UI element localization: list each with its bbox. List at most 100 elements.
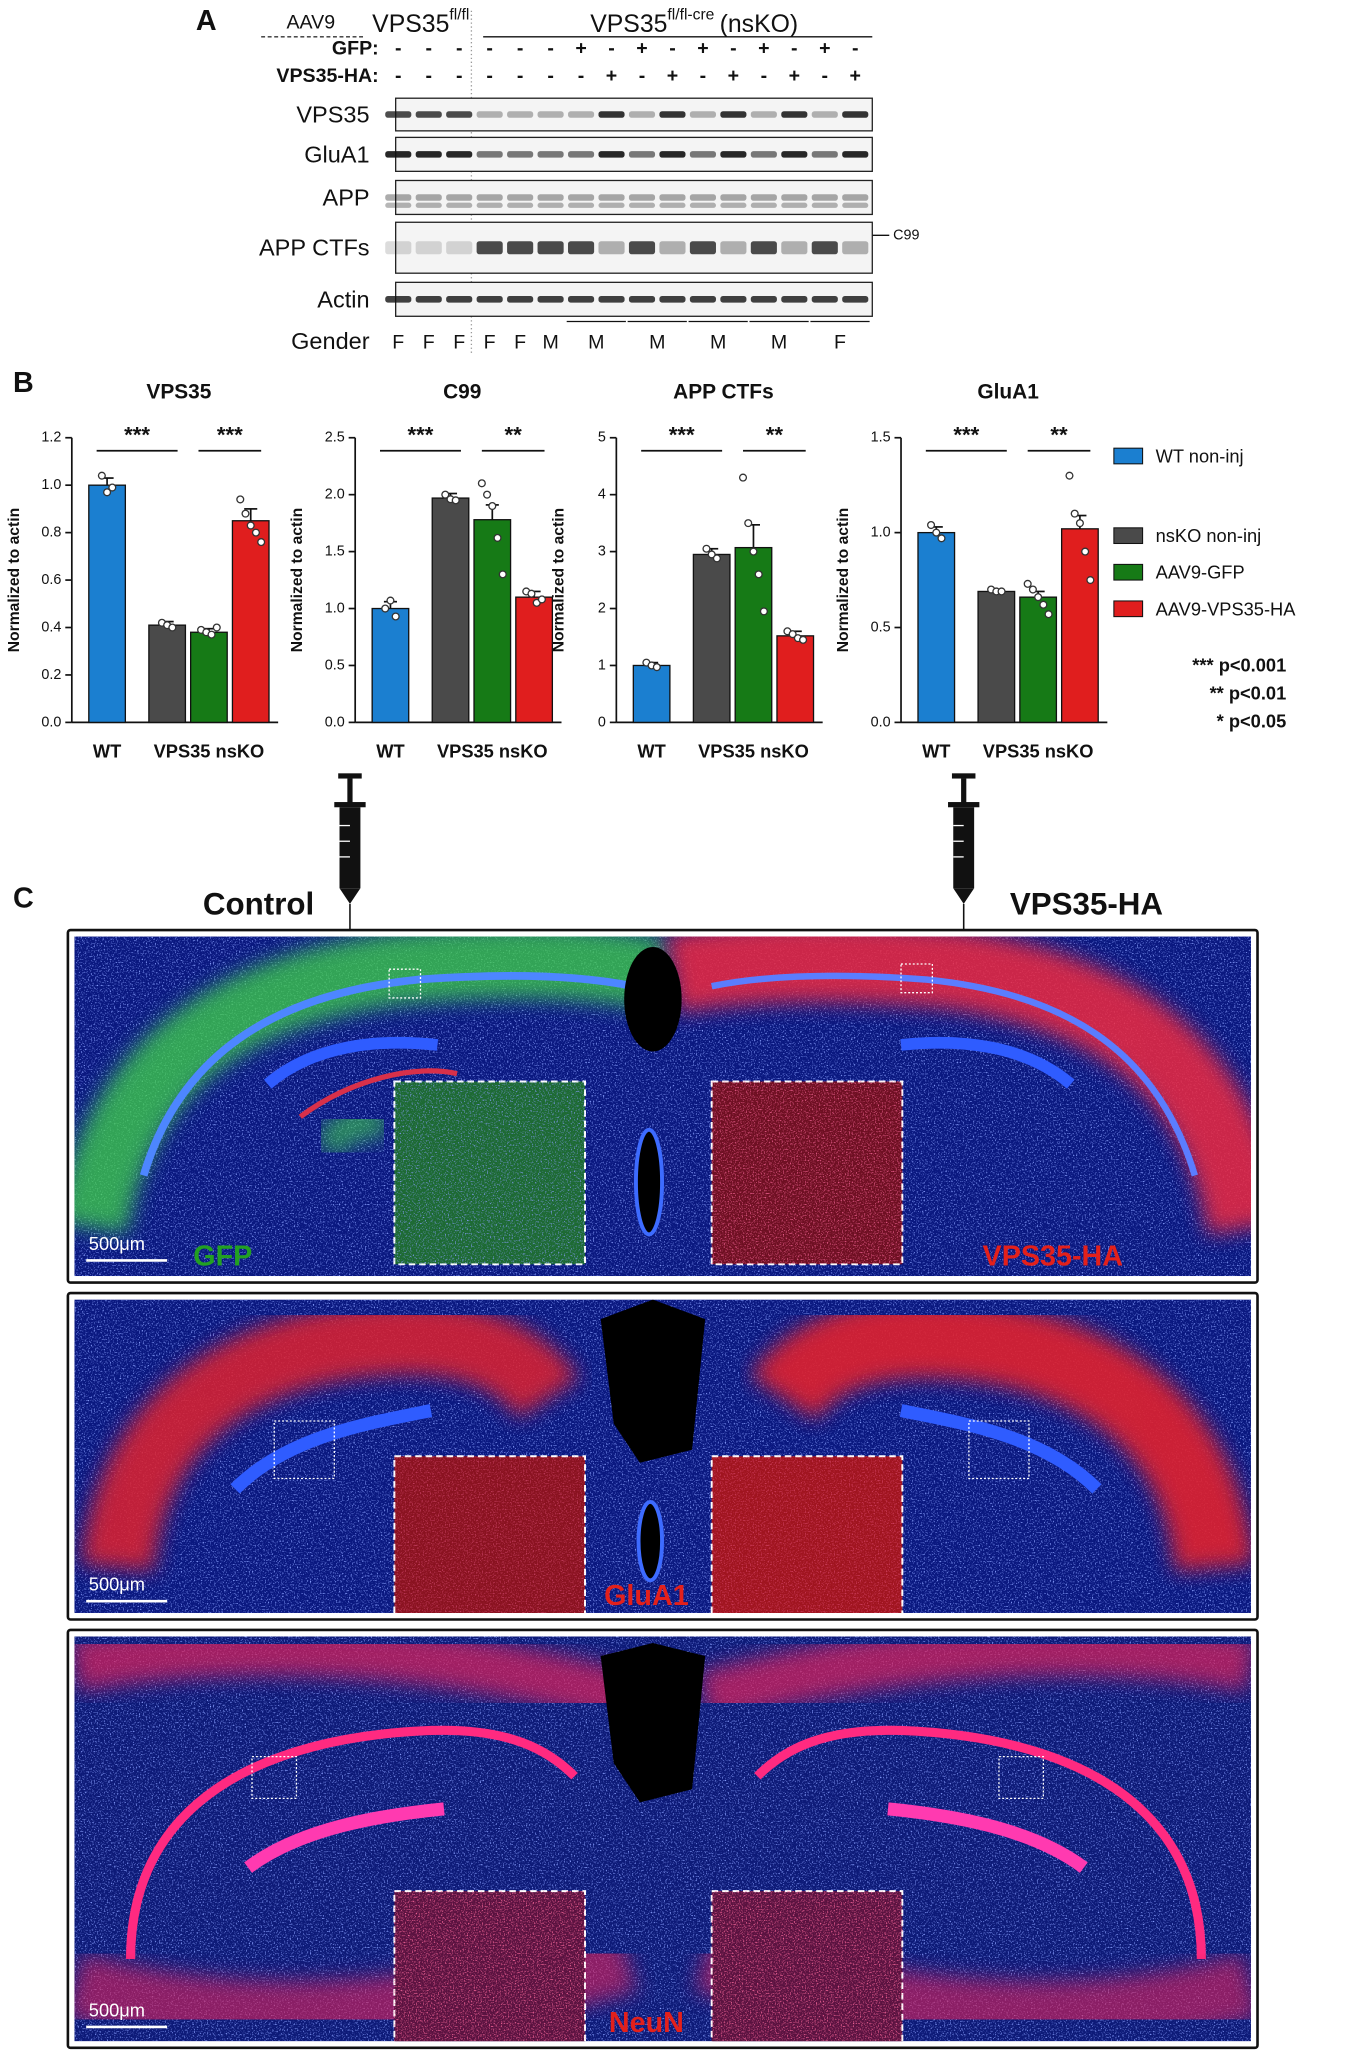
- condition-label: Control: [203, 886, 314, 921]
- data-point: [451, 496, 460, 505]
- band: [628, 194, 656, 201]
- legend-label: AAV9-GFP: [1156, 562, 1245, 583]
- band: [659, 151, 686, 158]
- lane-sign: +: [819, 38, 830, 60]
- bar: [692, 553, 731, 724]
- data-point: [386, 596, 395, 605]
- band: [537, 194, 564, 201]
- y-tick-label: 4: [598, 487, 606, 503]
- lane-sign: +: [606, 65, 617, 87]
- band: [842, 241, 869, 255]
- y-tick-label: 1.0: [325, 601, 345, 617]
- bar: [515, 596, 554, 724]
- stain-label: GluA1: [604, 1580, 689, 1612]
- lane-sign: -: [639, 65, 646, 87]
- lane-sign: -: [486, 65, 493, 87]
- blot-strip: [395, 179, 873, 216]
- data-point: [168, 623, 177, 632]
- y-axis-label: Normalized to actin: [550, 508, 567, 652]
- band: [568, 111, 595, 118]
- panel-label: A: [196, 5, 217, 37]
- y-tick-label: 1.2: [41, 430, 61, 446]
- lane-sign: -: [578, 65, 585, 87]
- data-point: [749, 547, 758, 556]
- band: [811, 194, 838, 201]
- band: [476, 194, 503, 201]
- significance-label: **: [766, 423, 784, 448]
- band: [385, 151, 412, 158]
- data-point: [738, 473, 748, 482]
- data-point: [744, 519, 753, 528]
- band: [446, 202, 473, 208]
- data-point: [1039, 600, 1048, 609]
- data-point: [759, 607, 768, 616]
- band: [537, 151, 564, 158]
- data-point: [1034, 593, 1043, 602]
- legend-swatch: [1113, 447, 1144, 465]
- data-point: [702, 544, 711, 553]
- data-point: [391, 612, 400, 621]
- lane-sign: -: [517, 65, 524, 87]
- band: [811, 111, 838, 118]
- band: [446, 241, 473, 255]
- legend-swatch: [1113, 600, 1144, 618]
- band: [537, 241, 564, 255]
- data-point: [498, 570, 507, 579]
- group-sup: fl/fl-cre: [667, 6, 714, 23]
- band: [568, 202, 595, 208]
- band: [415, 111, 442, 118]
- band: [720, 202, 747, 208]
- band: [689, 111, 716, 118]
- band-label: APP CTFs: [259, 235, 370, 261]
- band: [568, 151, 595, 158]
- gender: F: [514, 331, 526, 353]
- lane-sign: -: [547, 65, 554, 87]
- data-point: [246, 521, 255, 530]
- significance-label: ***: [953, 423, 979, 448]
- data-point: [236, 495, 245, 504]
- band: [750, 111, 777, 118]
- y-tick-label: 2.5: [325, 430, 345, 446]
- x-tick-label: VPS35 nsKO: [698, 741, 809, 762]
- data-point: [212, 623, 221, 632]
- band: [476, 151, 503, 158]
- bar: [1060, 528, 1099, 724]
- band: [476, 296, 503, 303]
- significance-label: ***: [669, 423, 695, 448]
- data-point: [1075, 519, 1084, 528]
- band: [476, 202, 503, 208]
- band: [689, 194, 716, 201]
- data-point: [488, 501, 497, 511]
- band: [689, 202, 716, 208]
- band-label: APP: [323, 184, 370, 210]
- band: [720, 194, 747, 201]
- data-point: [537, 595, 546, 604]
- bar: [917, 531, 956, 724]
- data-point: [932, 528, 941, 537]
- band: [720, 296, 747, 303]
- band: [446, 296, 473, 303]
- x-tick-label: WT: [93, 741, 121, 762]
- lane-sign: +: [697, 38, 708, 60]
- gender-label: Gender: [291, 328, 370, 354]
- lane-sign: -: [822, 65, 829, 87]
- legend-label: WT non-inj: [1156, 446, 1244, 467]
- data-point: [937, 534, 946, 543]
- bar: [1019, 596, 1058, 724]
- x-tick-label: VPS35 nsKO: [154, 741, 265, 762]
- band: [385, 202, 412, 208]
- band: [598, 151, 625, 158]
- data-point: [1028, 585, 1037, 594]
- panel-label: C: [13, 883, 34, 915]
- band: [750, 202, 777, 208]
- y-tick-label: 1.0: [41, 477, 61, 493]
- lane-sign: +: [667, 65, 678, 87]
- y-axis-label: Normalized to actin: [835, 508, 852, 652]
- y-tick-label: 2: [598, 601, 606, 617]
- lane-sign: -: [669, 38, 676, 60]
- lane-sign: +: [636, 38, 647, 60]
- y-tick-label: 0: [598, 714, 606, 730]
- band: [811, 202, 838, 208]
